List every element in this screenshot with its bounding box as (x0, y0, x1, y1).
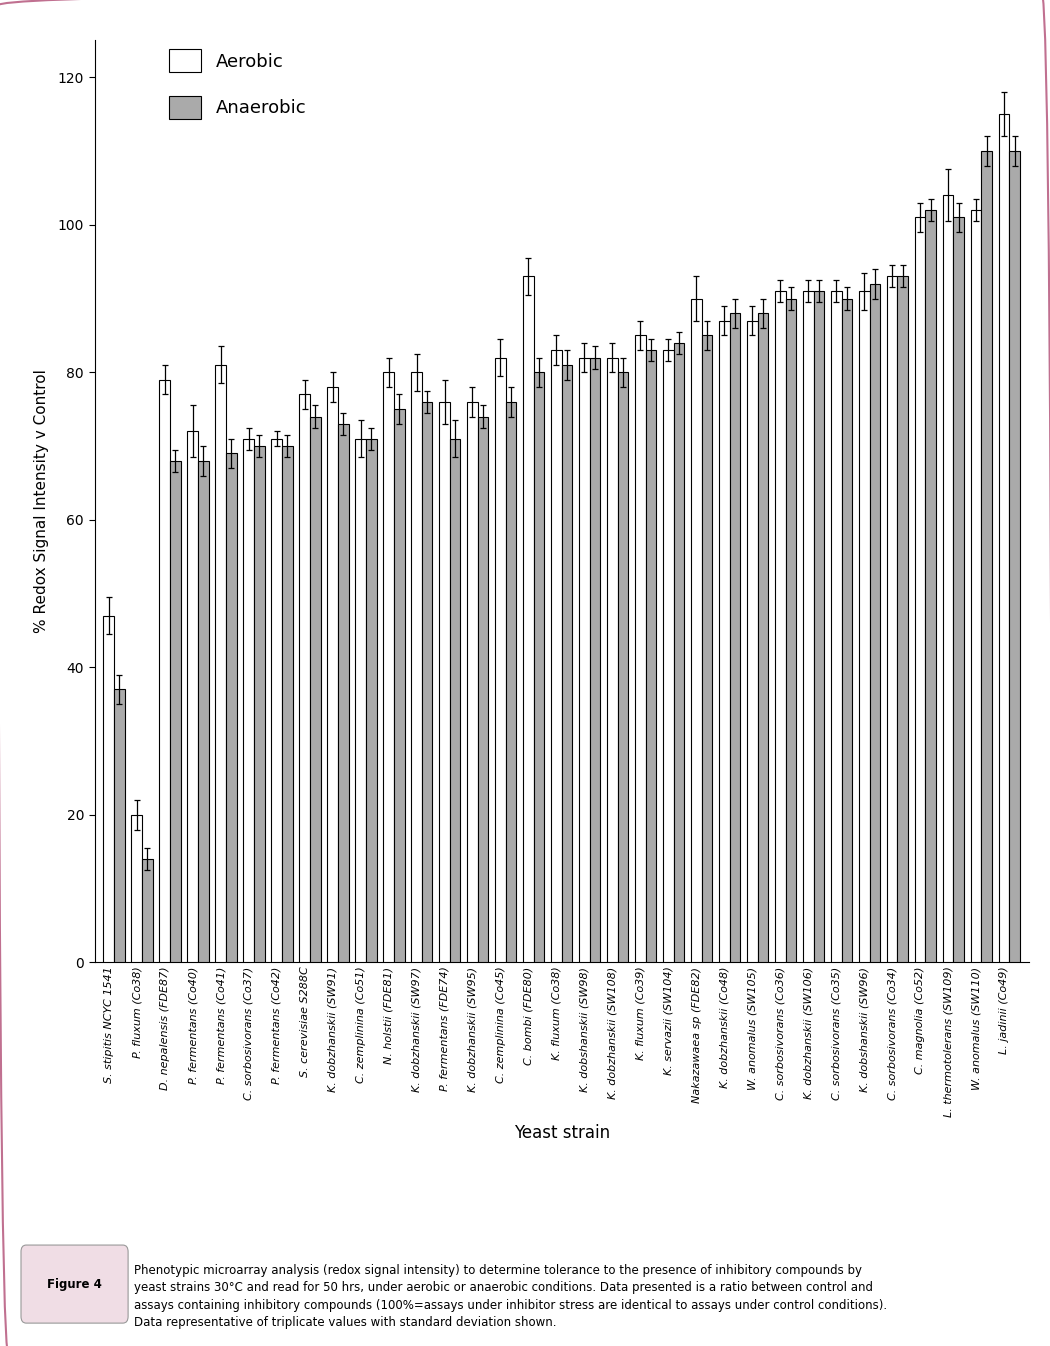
Bar (104, 615, 114, 962)
Bar (803, 291, 814, 962)
Bar (831, 291, 841, 962)
Bar (215, 365, 226, 962)
Bar (496, 358, 506, 962)
Bar (663, 350, 674, 962)
Bar (355, 439, 365, 962)
Bar (506, 402, 517, 962)
Bar (841, 299, 853, 962)
Bar (114, 689, 125, 962)
Bar (467, 402, 478, 962)
Bar (412, 373, 422, 962)
Bar (775, 291, 785, 962)
Bar (617, 373, 628, 962)
Bar (814, 291, 824, 962)
Bar (674, 343, 685, 962)
Bar (730, 314, 740, 962)
Bar (533, 373, 544, 962)
Bar (439, 402, 449, 962)
Bar (1009, 151, 1020, 962)
Bar (580, 358, 590, 962)
Bar (254, 446, 265, 962)
Bar (131, 814, 142, 962)
Bar (328, 388, 338, 962)
Bar (551, 350, 562, 962)
Bar (226, 454, 236, 962)
Bar (365, 439, 377, 962)
Bar (607, 358, 617, 962)
Bar (383, 373, 394, 962)
Bar (915, 218, 925, 962)
Bar (187, 431, 198, 962)
Bar (925, 210, 937, 962)
Bar (999, 114, 1009, 962)
Bar (646, 350, 656, 962)
Bar (478, 416, 488, 962)
Bar (785, 299, 796, 962)
Bar (310, 416, 320, 962)
Bar (943, 195, 953, 962)
Bar (198, 460, 209, 962)
Text: Phenotypic microarray analysis (redox signal intensity) to determine tolerance t: Phenotypic microarray analysis (redox si… (134, 1264, 862, 1277)
Bar (160, 380, 170, 962)
Bar (691, 299, 701, 962)
Bar (394, 409, 404, 962)
Text: Data representative of triplicate values with standard deviation shown.: Data representative of triplicate values… (134, 1316, 556, 1330)
Bar (271, 439, 282, 962)
Bar (142, 859, 152, 962)
Bar (953, 218, 964, 962)
Bar (170, 460, 181, 962)
Bar (869, 284, 880, 962)
Bar (982, 151, 992, 962)
Bar (701, 335, 712, 962)
Bar (635, 335, 646, 962)
Text: yeast strains 30°C and read for 50 hrs, under aerobic or anaerobic conditions. D: yeast strains 30°C and read for 50 hrs, … (134, 1281, 874, 1295)
Bar (562, 365, 572, 962)
Bar (758, 314, 769, 962)
Bar (590, 358, 601, 962)
Bar (898, 276, 908, 962)
Legend: Aerobic, Anaerobic: Aerobic, Anaerobic (160, 40, 315, 128)
Bar (887, 276, 898, 962)
Bar (449, 439, 461, 962)
Text: assays containing inhibitory compounds (100%=assays under inhibitor stress are i: assays containing inhibitory compounds (… (134, 1299, 887, 1312)
Bar (282, 446, 293, 962)
Bar (299, 394, 310, 962)
Bar (859, 291, 869, 962)
Bar (244, 439, 254, 962)
Y-axis label: % Redox Signal Intensity v Control: % Redox Signal Intensity v Control (35, 369, 49, 634)
Text: Figure 4: Figure 4 (47, 1277, 102, 1291)
Bar (523, 276, 533, 962)
Bar (747, 320, 758, 962)
Bar (422, 402, 433, 962)
X-axis label: Yeast strain: Yeast strain (513, 1124, 610, 1143)
Bar (971, 210, 982, 962)
Bar (719, 320, 730, 962)
Bar (338, 424, 349, 962)
